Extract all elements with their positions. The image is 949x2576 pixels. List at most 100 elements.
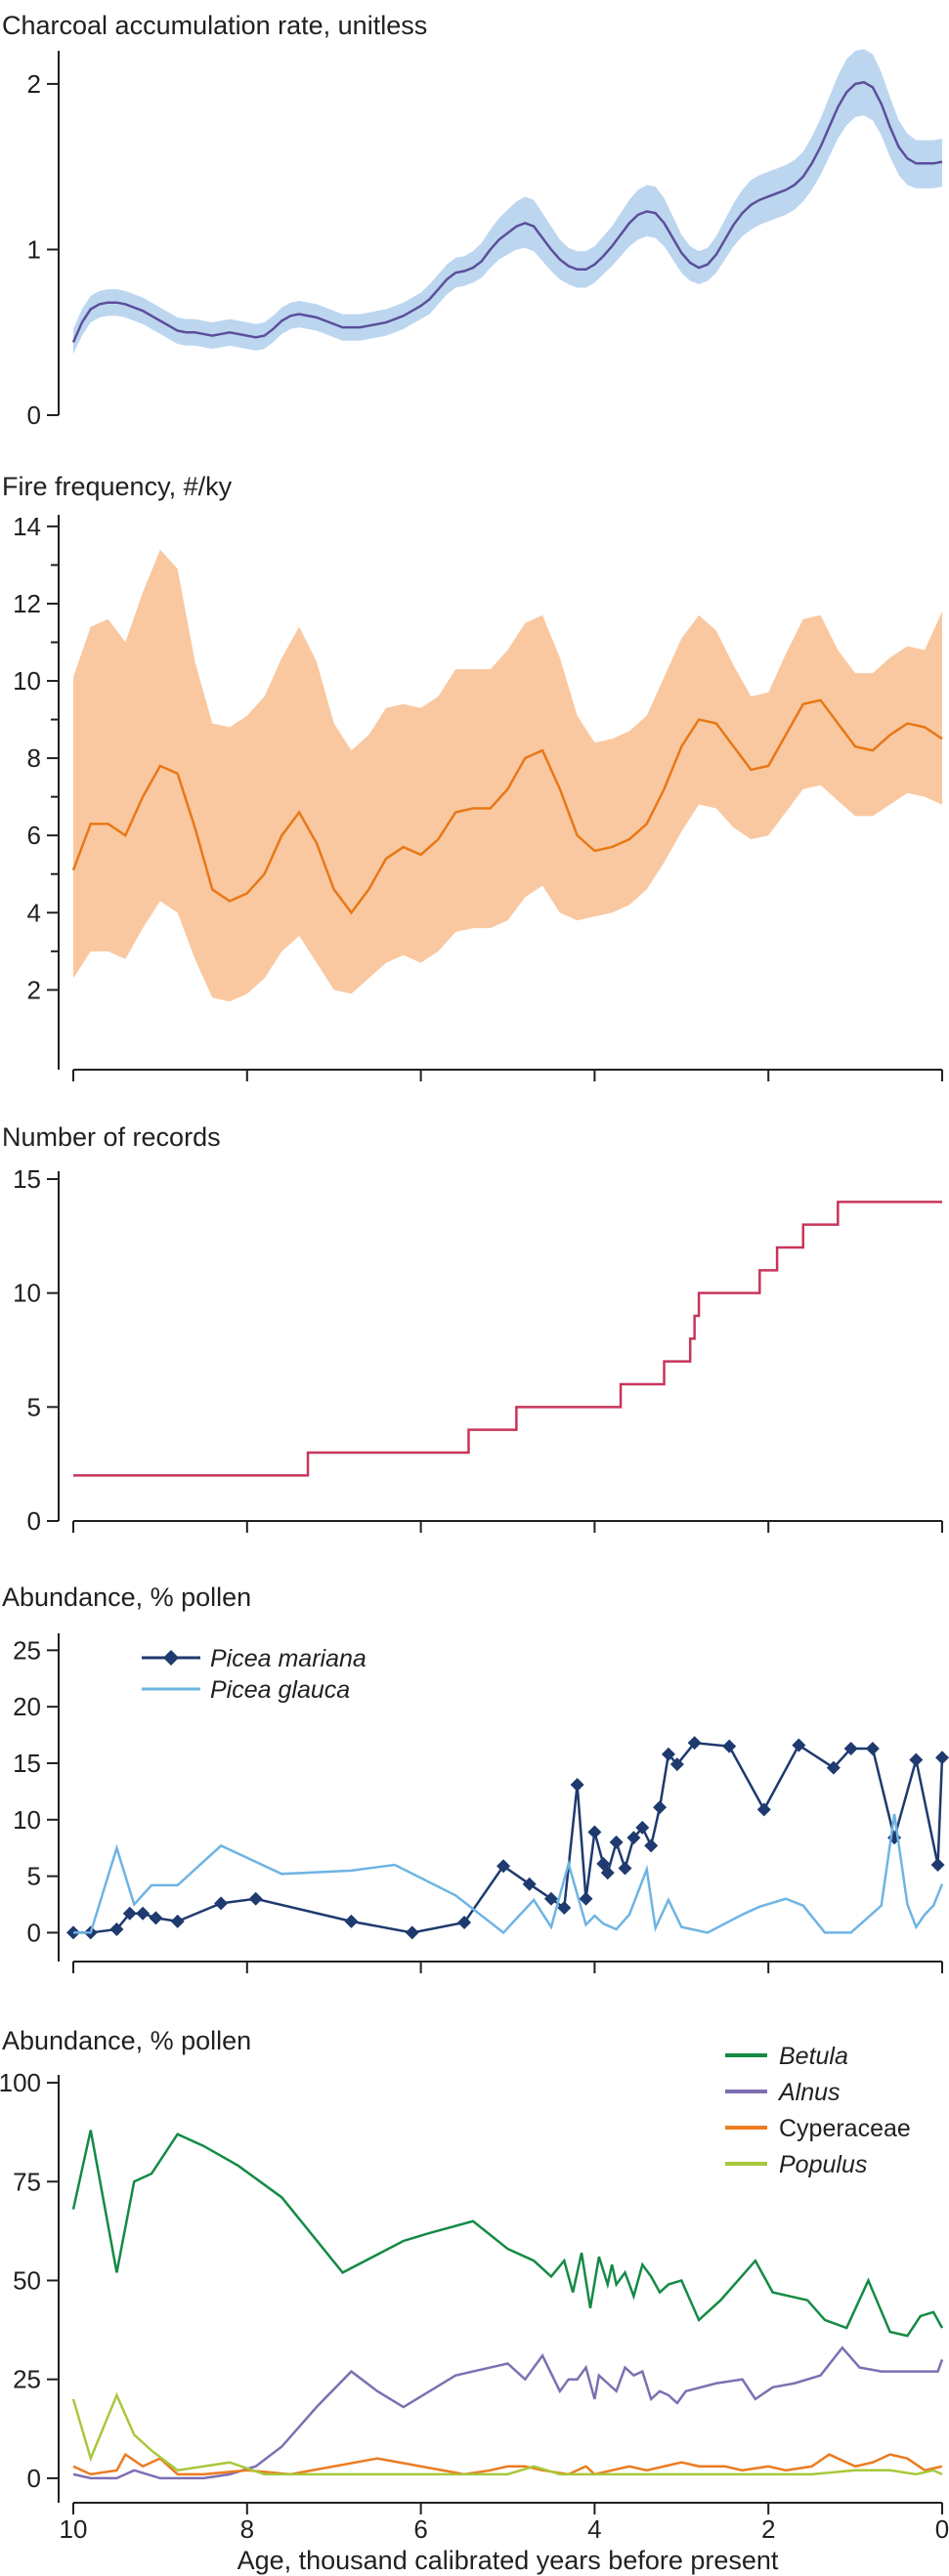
x-tick-label: 4 xyxy=(587,2514,601,2544)
series-line-populus xyxy=(71,2391,943,2476)
y-tick-label: 0 xyxy=(27,401,41,430)
panel-picea: Abundance, % pollen 0 5 10 15 20 25 Picea maria… xyxy=(2,1583,949,1973)
y-tick-label: 25 xyxy=(13,2365,41,2394)
y-tick-label: 1 xyxy=(27,234,41,264)
x-tick-label: 6 xyxy=(413,2514,427,2544)
legend-label: Picea glauca xyxy=(210,1676,350,1704)
series-line-betula xyxy=(71,2130,944,2338)
y-tick-label: 0 xyxy=(27,2464,41,2493)
data-point-picea-mariana xyxy=(618,1861,632,1876)
data-point-picea-mariana xyxy=(248,1891,263,1906)
data-point-picea-mariana xyxy=(579,1891,593,1906)
data-point-picea-mariana xyxy=(653,1800,668,1815)
y-tick-label: 5 xyxy=(27,1862,41,1891)
data-point-picea-mariana xyxy=(935,1751,949,1765)
mean-line xyxy=(71,698,943,915)
data-point-picea-mariana xyxy=(635,1820,650,1835)
data-point-picea-mariana xyxy=(557,1900,572,1915)
y-tick-label: 0 xyxy=(27,1918,41,1947)
y-tick-label: 2 xyxy=(27,69,41,99)
confidence-band xyxy=(73,549,942,1002)
y-axis: 0 5 10 15 xyxy=(13,1164,60,1536)
panel-fire: Fire frequency, #/ky 2 4 6 8 10 12 14 xyxy=(2,472,943,1081)
y-tick-label: 50 xyxy=(13,2265,41,2295)
y-tick-label: 20 xyxy=(13,1692,41,1721)
x-axis xyxy=(72,1520,943,1533)
data-point-picea-mariana xyxy=(522,1877,537,1891)
data-point-picea-mariana xyxy=(756,1802,771,1817)
legend-label: Picea mariana xyxy=(210,1645,367,1672)
data-point-picea-mariana xyxy=(344,1914,359,1928)
y-tick-label: 100 xyxy=(0,2068,41,2097)
legend-label: Alnus xyxy=(777,2079,841,2106)
series-line-picea-glauca xyxy=(73,1813,944,1935)
data-point-picea-mariana xyxy=(661,1747,675,1761)
data-point-picea-mariana xyxy=(826,1760,841,1775)
panel-taxa: Abundance, % pollen 0 25 50 75 100 Betula Alnus… xyxy=(0,2026,944,2514)
x-tick-label: 8 xyxy=(240,2514,254,2544)
data-point-picea-mariana xyxy=(543,1891,558,1906)
data-point-picea-mariana xyxy=(570,1777,584,1792)
y-tick-label: 0 xyxy=(27,1506,41,1536)
legend-marker xyxy=(163,1650,179,1666)
x-axis-title: Age, thousand calibrated years before pr… xyxy=(237,2546,779,2575)
data-point-picea-mariana xyxy=(930,1858,945,1873)
data-point-picea-mariana xyxy=(609,1835,624,1849)
data-point-picea-mariana xyxy=(600,1866,615,1880)
y-tick-label: 4 xyxy=(27,898,41,927)
x-axis-labels: 10 8 6 4 2 0 Age, thousand calibrated years be… xyxy=(60,2514,949,2575)
y-tick-label: 10 xyxy=(13,1279,41,1308)
data-point-picea-mariana xyxy=(170,1914,185,1928)
data-point-picea-mariana xyxy=(405,1925,419,1940)
y-axis: 0 5 10 15 20 25 xyxy=(13,1633,60,1962)
data-point-picea-mariana xyxy=(669,1757,684,1772)
y-axis: 0 25 50 75 100 xyxy=(0,2068,60,2503)
data-point-picea-mariana xyxy=(149,1911,163,1925)
legend: Picea mariana Picea glauca xyxy=(142,1645,367,1704)
y-tick-label: 2 xyxy=(27,975,41,1004)
records-step-line xyxy=(73,1201,942,1477)
y-tick-label: 14 xyxy=(13,512,41,541)
data-point-picea-mariana xyxy=(109,1921,124,1936)
x-tick-label: 2 xyxy=(761,2514,775,2544)
x-tick-label: 10 xyxy=(60,2514,88,2544)
series-line-alnus xyxy=(72,2345,944,2480)
panel-title: Charcoal accumulation rate, unitless xyxy=(2,11,427,40)
data-point-picea-mariana xyxy=(214,1896,229,1911)
y-tick-label: 75 xyxy=(13,2167,41,2196)
y-tick-label: 15 xyxy=(13,1749,41,1778)
data-point-picea-mariana xyxy=(496,1859,511,1874)
data-point-picea-mariana xyxy=(843,1741,858,1755)
y-axis: 2 4 6 8 10 12 14 xyxy=(13,512,60,1070)
panel-charcoal: Charcoal accumulation rate, unitless 0 1 2 xyxy=(2,11,943,430)
y-tick-label: 25 xyxy=(13,1635,41,1665)
x-axis xyxy=(72,1961,943,1973)
y-tick-label: 12 xyxy=(13,589,41,618)
series-line-cyperaceae xyxy=(72,2452,943,2476)
mean-line xyxy=(71,80,943,343)
y-tick-label: 8 xyxy=(27,743,41,773)
panel-title: Number of records xyxy=(2,1122,221,1152)
x-axis xyxy=(72,1069,943,1081)
panel-title: Abundance, % pollen xyxy=(2,2026,251,2055)
data-point-picea-mariana xyxy=(587,1825,602,1839)
y-axis: 0 1 2 xyxy=(27,51,60,430)
x-axis xyxy=(72,2502,943,2514)
data-point-picea-mariana xyxy=(792,1738,806,1753)
y-tick-label: 5 xyxy=(27,1392,41,1421)
y-tick-label: 10 xyxy=(13,666,41,696)
panel-title: Abundance, % pollen xyxy=(2,1583,251,1612)
legend-label: Cyperaceae xyxy=(779,2115,911,2142)
data-point-picea-mariana xyxy=(644,1838,659,1853)
data-point-picea-mariana xyxy=(865,1741,880,1755)
data-point-picea-mariana xyxy=(457,1916,472,1930)
panel-title: Fire frequency, #/ky xyxy=(2,472,233,501)
legend: Betula Alnus Cyperaceae Populus xyxy=(725,2043,911,2178)
confidence-band xyxy=(73,49,942,355)
data-point-picea-mariana xyxy=(909,1753,924,1767)
legend-label: Populus xyxy=(779,2151,867,2178)
legend-label: Betula xyxy=(779,2043,848,2070)
panel-records: Number of records 0 5 10 15 xyxy=(2,1122,943,1536)
data-point-picea-mariana xyxy=(136,1906,151,1921)
